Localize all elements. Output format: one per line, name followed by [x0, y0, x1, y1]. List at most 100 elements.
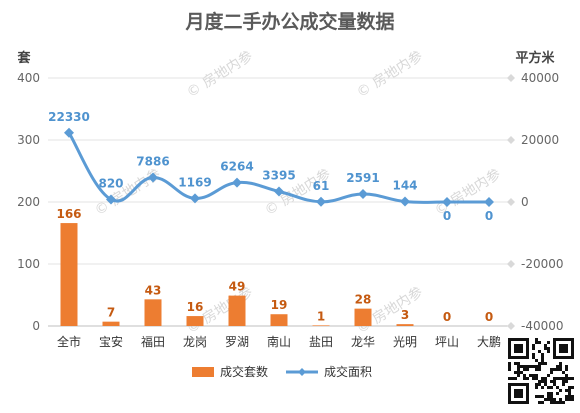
- x-axis: 全市 宝安 福田 龙岗 罗湖 南山 盐田 龙华 光明 坪山 大鹏: [57, 334, 501, 349]
- qr-code: [506, 336, 576, 406]
- bar-data-label: 166: [56, 207, 81, 221]
- qr-module: [544, 398, 547, 401]
- category-label: 全市: [57, 334, 81, 349]
- qr-module: [550, 371, 553, 374]
- bar: [396, 324, 414, 326]
- qr-module: [508, 362, 511, 365]
- qr-module: [550, 380, 553, 383]
- qr-module: [523, 365, 526, 368]
- legend-swatch-bar: [192, 367, 214, 377]
- line-point: [358, 188, 368, 199]
- qr-module: [547, 350, 550, 353]
- category-label: 龙岗: [183, 335, 207, 349]
- qr-module: [544, 380, 547, 383]
- qr-module: [535, 383, 538, 386]
- line-data-label: 0: [443, 209, 451, 223]
- qr-module: [535, 359, 538, 362]
- qr-module: [514, 377, 517, 380]
- qr-module: [553, 383, 556, 386]
- qr-module: [532, 344, 535, 347]
- qr-module: [535, 395, 538, 398]
- qr-module: [532, 353, 535, 356]
- qr-module: [517, 365, 520, 368]
- qr-module: [538, 341, 541, 344]
- legend-label: 成交套数: [220, 364, 268, 379]
- qr-module: [547, 395, 550, 398]
- qr-module: [550, 398, 553, 401]
- qr-module: [541, 380, 544, 383]
- line-data-label: 820: [98, 176, 123, 190]
- qr-module: [535, 365, 538, 368]
- qr-module: [532, 356, 535, 359]
- qr-module: [568, 398, 571, 401]
- qr-module: [547, 374, 550, 377]
- qr-module: [550, 401, 553, 404]
- bar-data-label: 43: [145, 283, 162, 297]
- bar-data-label: 0: [485, 310, 493, 324]
- line-point: [148, 172, 158, 183]
- line-point: [190, 193, 200, 204]
- bar-data-label: 7: [107, 306, 115, 320]
- bar-data-label: 16: [187, 300, 204, 314]
- qr-module: [568, 392, 571, 395]
- qr-module: [514, 371, 517, 374]
- qr-module: [538, 401, 541, 404]
- qr-module: [517, 371, 520, 374]
- qr-module: [556, 401, 559, 404]
- qr-module: [559, 401, 562, 404]
- qr-module: [526, 377, 529, 380]
- qr-module: [517, 368, 520, 371]
- qr-module: [556, 392, 559, 395]
- right-tick-marker: [507, 260, 515, 268]
- legend-swatch-marker: [298, 368, 306, 376]
- qr-module: [553, 401, 556, 404]
- qr-module: [559, 377, 562, 380]
- left-tick-label: 300: [17, 133, 40, 147]
- qr-module: [532, 377, 535, 380]
- qr-module: [565, 389, 568, 392]
- qr-module: [541, 386, 544, 389]
- qr-module: [532, 374, 535, 377]
- qr-module: [562, 377, 565, 380]
- qr-module: [517, 362, 520, 365]
- line-point: [232, 177, 242, 188]
- right-tick-label: -20000: [521, 257, 564, 271]
- category-label: 福田: [141, 334, 165, 349]
- qr-module: [523, 374, 526, 377]
- legend-label: 成交面积: [324, 364, 372, 379]
- line-data-label: 144: [392, 179, 417, 193]
- qr-module: [538, 365, 541, 368]
- line-series: 22330 820 7886 1169 6264 3395 61 2591 144 0 0: [48, 110, 494, 223]
- bar-data-label: 49: [229, 280, 246, 294]
- qr-module: [565, 377, 568, 380]
- qr-module: [565, 395, 568, 398]
- qr-module: [571, 398, 574, 401]
- qr-module: [547, 398, 550, 401]
- bar-data-label: 3: [401, 308, 409, 322]
- qr-module: [556, 368, 559, 371]
- category-label: 光明: [393, 335, 417, 349]
- qr-module: [541, 356, 544, 359]
- qr-module: [550, 395, 553, 398]
- qr-finder: [559, 344, 568, 353]
- qr-module: [535, 377, 538, 380]
- qr-module: [556, 377, 559, 380]
- bar-data-label: 1: [317, 309, 325, 323]
- bar-data-label: 28: [355, 293, 372, 307]
- line-data-label: 7886: [136, 155, 169, 169]
- qr-module: [562, 371, 565, 374]
- qr-module: [541, 353, 544, 356]
- qr-module: [565, 368, 568, 371]
- line-data-label: 3395: [262, 168, 295, 182]
- right-tick-label: 40000: [521, 71, 559, 85]
- qr-module: [526, 365, 529, 368]
- qr-module: [544, 347, 547, 350]
- qr-module: [544, 362, 547, 365]
- qr-module: [559, 362, 562, 365]
- qr-module: [556, 386, 559, 389]
- qr-module: [568, 377, 571, 380]
- category-label: 罗湖: [225, 334, 249, 349]
- qr-module: [538, 380, 541, 383]
- qr-module: [511, 377, 514, 380]
- right-tick-label: 0: [521, 195, 529, 209]
